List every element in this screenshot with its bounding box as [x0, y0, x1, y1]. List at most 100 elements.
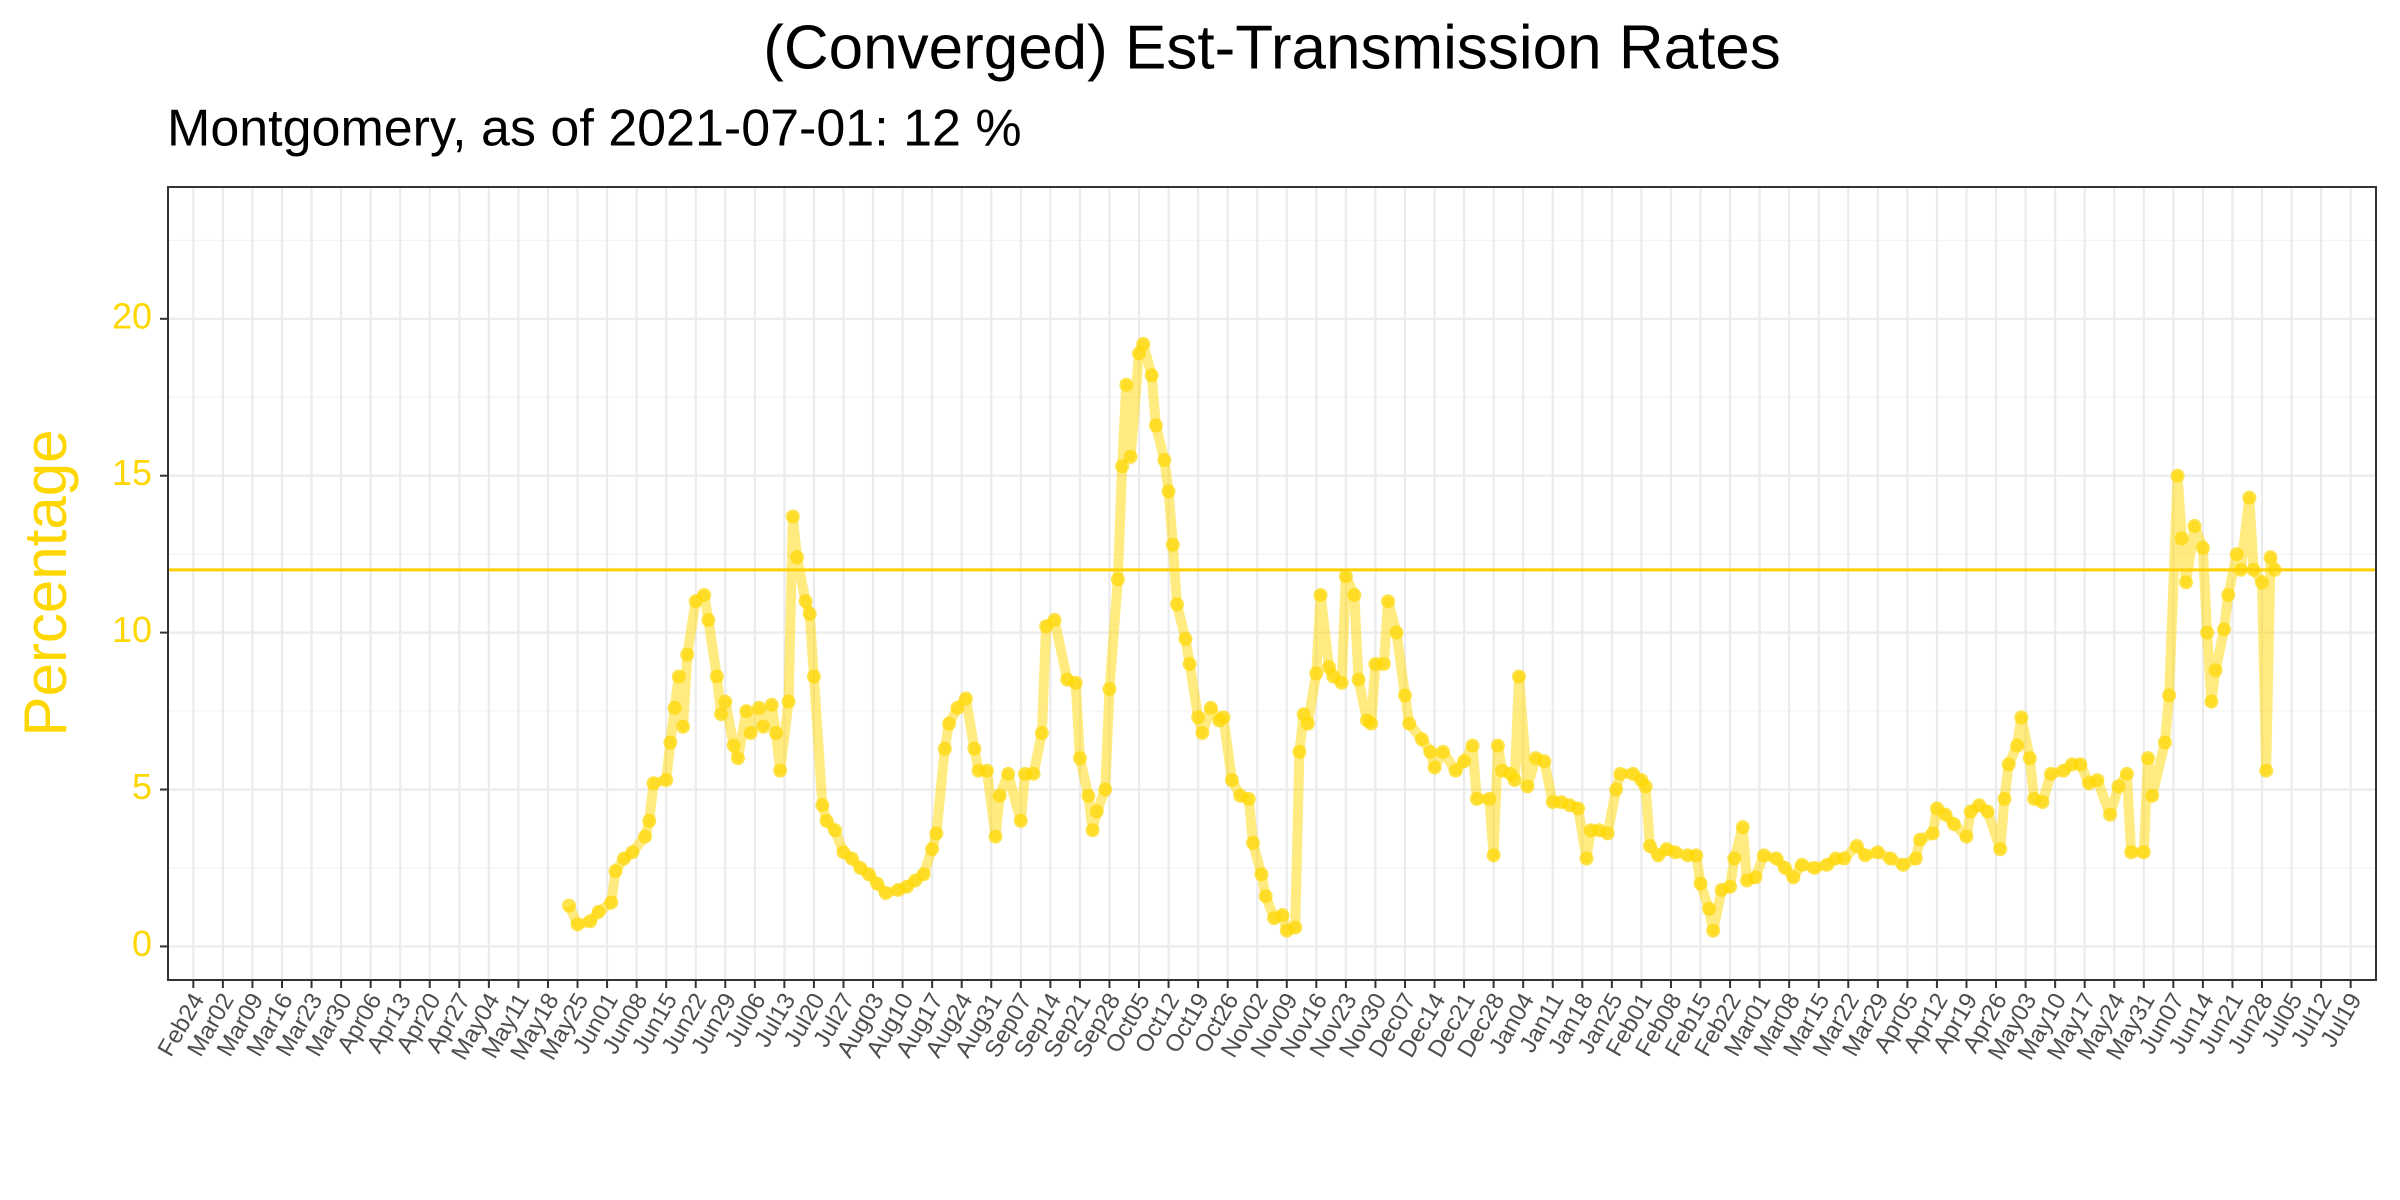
data-point [2263, 550, 2278, 565]
data-point [659, 773, 674, 788]
data-point [790, 550, 805, 565]
data-point [764, 697, 779, 712]
data-point [798, 594, 813, 609]
data-point [2170, 468, 2185, 483]
data-point [916, 867, 931, 882]
data-point [2035, 795, 2050, 810]
data-point [1254, 867, 1269, 882]
data-point [1571, 801, 1586, 816]
data-point [1148, 418, 1163, 433]
data-point [2174, 531, 2189, 546]
data-point [1195, 726, 1210, 741]
data-point [1034, 726, 1049, 741]
data-point [671, 669, 686, 684]
data-point [950, 700, 965, 715]
data-point [1161, 484, 1176, 499]
data-point [1913, 832, 1928, 847]
data-point [2014, 710, 2029, 725]
data-point [1980, 804, 1995, 819]
data-point [1191, 710, 1206, 725]
data-point [937, 741, 952, 756]
data-point [1613, 766, 1628, 781]
data-point [958, 691, 973, 706]
data-point [1068, 675, 1083, 690]
data-point [2162, 688, 2177, 703]
data-point [709, 669, 724, 684]
data-point [2145, 788, 2160, 803]
data-point [1389, 625, 1404, 640]
data-point [2022, 751, 2037, 766]
data-point [1689, 848, 1704, 863]
data-point [2124, 845, 2139, 860]
data-point [591, 904, 606, 919]
data-point [1642, 839, 1657, 854]
data-point [2200, 625, 2215, 640]
data-point [2259, 763, 2274, 778]
data-point [1102, 682, 1117, 697]
data-point [1414, 732, 1429, 747]
data-point [625, 845, 640, 860]
data-point [1600, 826, 1615, 841]
data-point [1520, 779, 1535, 794]
data-point [730, 751, 745, 766]
data-point [1993, 842, 2008, 857]
data-point [1706, 923, 1721, 938]
data-point [562, 898, 577, 913]
data-point [1925, 826, 1940, 841]
data-point [2217, 622, 2232, 637]
data-point [844, 851, 859, 866]
data-point [1997, 791, 2012, 806]
data-point [2157, 735, 2172, 750]
data-point [929, 826, 944, 841]
data-point [2103, 807, 2118, 822]
data-point [1402, 716, 1417, 731]
data-point [1300, 716, 1315, 731]
data-point [1579, 851, 1594, 866]
data-point [802, 606, 817, 621]
data-point [1258, 889, 1273, 904]
data-point [697, 587, 712, 602]
y-tick-label: 10 [112, 609, 152, 650]
data-point [2073, 757, 2088, 772]
data-point [642, 813, 657, 828]
data-point [1334, 675, 1349, 690]
data-point [1511, 669, 1526, 684]
data-point [1089, 804, 1104, 819]
chart-subtitle: Montgomery, as of 2021-07-01: 12 % [167, 100, 1022, 158]
data-point [870, 876, 885, 891]
data-point [1072, 751, 1087, 766]
data-point [701, 613, 716, 628]
data-point [1457, 754, 1472, 769]
data-point [638, 829, 653, 844]
y-axis-label: Percentage [12, 430, 79, 737]
data-point [1098, 782, 1113, 797]
data-point [680, 647, 695, 662]
data-point [768, 726, 783, 741]
data-point [676, 719, 691, 734]
data-point [2179, 575, 2194, 590]
data-point [1170, 597, 1185, 612]
data-point [925, 842, 940, 857]
data-point [1178, 631, 1193, 646]
data-point [942, 716, 957, 731]
data-point [781, 694, 796, 709]
data-point [2119, 766, 2134, 781]
data-point [2208, 663, 2223, 678]
data-point [2195, 540, 2210, 555]
data-point [2221, 587, 2236, 602]
data-point [1701, 901, 1716, 916]
data-point [1870, 845, 1885, 860]
data-point [2001, 757, 2016, 772]
data-point [1794, 857, 1809, 872]
data-point [1081, 788, 1096, 803]
data-point [1157, 453, 1172, 468]
data-point [714, 707, 729, 722]
data-point [2010, 738, 2025, 753]
data-point [1435, 744, 1450, 759]
data-point [806, 669, 821, 684]
data-point [1144, 368, 1159, 383]
data-point [604, 895, 619, 910]
data-point [815, 798, 830, 813]
data-point [667, 700, 682, 715]
data-point [1123, 449, 1138, 464]
